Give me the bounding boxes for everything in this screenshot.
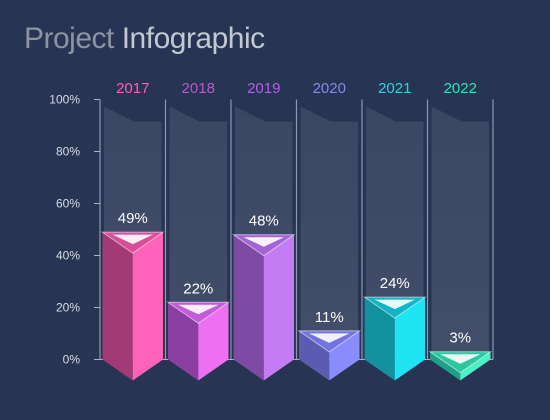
title-word-project: Project — [24, 22, 114, 55]
value-label: 3% — [449, 330, 471, 347]
bar-left-face — [233, 234, 264, 381]
bar-left-face — [168, 302, 199, 381]
y-tick-label: 20% — [56, 301, 80, 315]
column-background — [431, 106, 489, 360]
bar-top-highlight — [112, 234, 153, 245]
bar-top-highlight — [178, 304, 219, 315]
y-tick-label: 100% — [49, 93, 80, 107]
bar-right-face — [460, 351, 491, 381]
value-label: 11% — [315, 309, 344, 326]
bar-right-face — [263, 234, 294, 381]
bar-left-face — [430, 351, 461, 381]
bar-left-face — [299, 330, 330, 381]
column-background — [169, 106, 227, 360]
title-word-infographic: Infographic — [121, 22, 265, 55]
bar-left-face — [102, 232, 133, 381]
category-label: 2021 — [378, 80, 411, 97]
bar-left-face — [364, 297, 395, 381]
category-label: 2022 — [444, 80, 477, 97]
bar-top-highlight — [440, 354, 481, 364]
category-label: 2019 — [247, 80, 280, 97]
y-tick-label: 0% — [63, 353, 81, 367]
y-tick-label: 40% — [56, 249, 80, 263]
y-tick-label: 60% — [56, 197, 80, 211]
category-label: 2017 — [116, 80, 149, 97]
value-label: 49% — [118, 210, 148, 227]
bar-right-face — [198, 302, 229, 381]
bar-top-highlight — [374, 299, 415, 310]
bar-right-face — [394, 297, 425, 381]
category-label: 2018 — [182, 80, 215, 97]
bar-top-highlight — [243, 237, 284, 247]
bar-right-face — [329, 330, 360, 381]
value-label: 48% — [249, 213, 279, 230]
y-tick-label: 80% — [56, 145, 80, 159]
bar-right-face — [132, 232, 163, 381]
bar-top-highlight — [309, 333, 350, 343]
value-label: 24% — [380, 275, 410, 292]
chart-title: Project Infographic — [24, 22, 265, 56]
column-background — [300, 106, 358, 360]
category-label: 2020 — [313, 80, 346, 97]
value-label: 22% — [183, 280, 213, 297]
column-background — [366, 106, 424, 360]
